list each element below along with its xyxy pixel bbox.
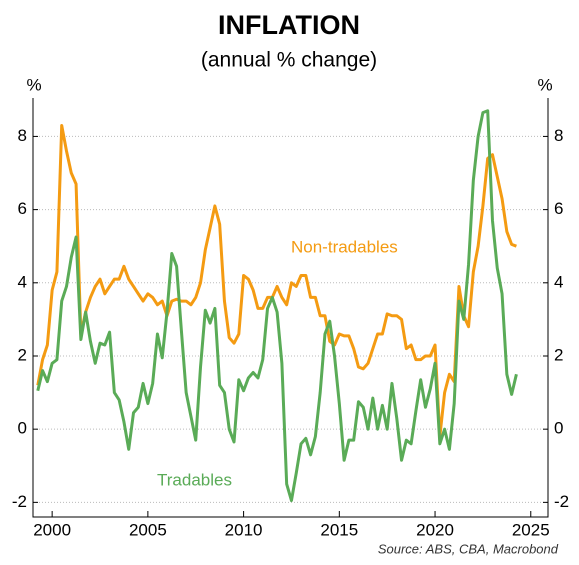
chart-subtitle: (annual % change) xyxy=(201,49,377,72)
x-tick-label: 2010 xyxy=(225,520,263,539)
y-tick-label: 4 xyxy=(18,272,27,291)
series-label: Tradables xyxy=(157,470,232,489)
y2-tick-label: 2 xyxy=(554,345,563,364)
y-tick-label: -2 xyxy=(12,492,27,511)
y2-tick-label: 8 xyxy=(554,126,563,145)
y-tick-label: 6 xyxy=(18,199,27,218)
y-tick-label: 2 xyxy=(18,345,27,364)
source: Source: ABS, CBA, Macrobond xyxy=(378,541,559,556)
x-tick-label: 2020 xyxy=(416,520,454,539)
series-line xyxy=(36,123,517,438)
y2-axis-label: % xyxy=(537,75,552,94)
x-tick-label: 2015 xyxy=(320,520,358,539)
y2-tick-label: 0 xyxy=(554,419,563,438)
y2-tick-label: 4 xyxy=(554,272,563,291)
y2-tick-label: -2 xyxy=(554,492,569,511)
y-tick-label: 0 xyxy=(18,419,27,438)
series-label: Non-tradables xyxy=(291,237,398,256)
x-tick-label: 2025 xyxy=(512,520,550,539)
chart-title: INFLATION xyxy=(218,10,360,40)
x-tick-label: 2005 xyxy=(129,520,167,539)
series-line xyxy=(36,109,518,503)
y-tick-label: 8 xyxy=(18,126,27,145)
y2-tick-label: 6 xyxy=(554,199,563,218)
x-tick-label: 2000 xyxy=(33,520,71,539)
plot-frame xyxy=(32,98,549,518)
y-axis-label: % xyxy=(26,75,41,94)
